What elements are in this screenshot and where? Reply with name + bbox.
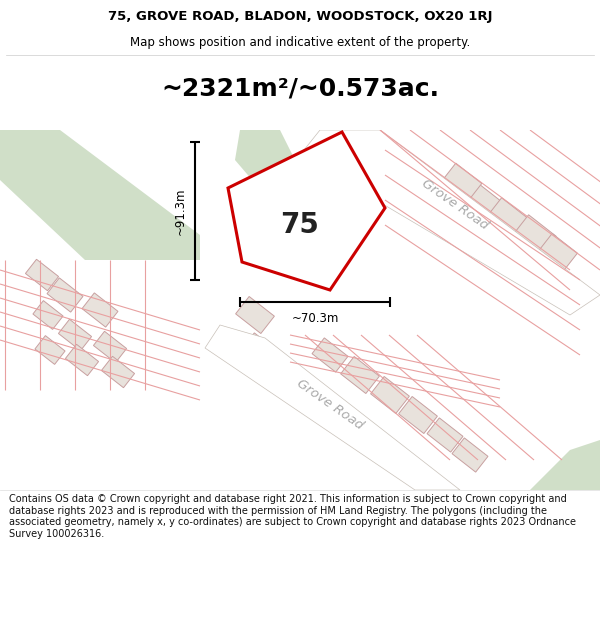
Text: Grove Road: Grove Road: [419, 177, 491, 232]
Bar: [452, 438, 488, 472]
Text: ~2321m²/~0.573ac.: ~2321m²/~0.573ac.: [161, 77, 439, 101]
Polygon shape: [300, 130, 600, 315]
Text: Map shows position and indicative extent of the property.: Map shows position and indicative extent…: [130, 36, 470, 49]
Bar: [459, 180, 501, 220]
Text: Grove Road: Grove Road: [295, 378, 365, 432]
Bar: [262, 358, 298, 392]
Bar: [47, 278, 83, 312]
Bar: [539, 234, 577, 271]
Polygon shape: [235, 130, 305, 195]
Text: 75: 75: [281, 211, 319, 239]
Bar: [341, 356, 379, 394]
Bar: [427, 418, 463, 452]
Bar: [33, 301, 63, 329]
Bar: [487, 198, 529, 238]
Text: 75, GROVE ROAD, BLADON, WOODSTOCK, OX20 1RJ: 75, GROVE ROAD, BLADON, WOODSTOCK, OX20 …: [108, 10, 492, 23]
Bar: [94, 331, 127, 362]
Bar: [35, 336, 65, 364]
Bar: [442, 163, 482, 201]
Bar: [58, 319, 92, 351]
Polygon shape: [530, 440, 600, 490]
Bar: [514, 215, 556, 255]
Bar: [242, 333, 278, 367]
Bar: [236, 296, 274, 334]
Polygon shape: [205, 325, 460, 490]
Text: ~70.3m: ~70.3m: [292, 312, 338, 325]
Bar: [101, 356, 134, 388]
Bar: [371, 376, 409, 414]
Text: ~91.3m: ~91.3m: [174, 188, 187, 235]
Bar: [65, 344, 98, 376]
Bar: [312, 338, 348, 372]
Bar: [469, 221, 508, 259]
Polygon shape: [228, 132, 385, 290]
Bar: [283, 382, 317, 414]
Bar: [398, 396, 437, 434]
Polygon shape: [0, 130, 200, 260]
Bar: [82, 293, 118, 327]
Bar: [25, 259, 59, 291]
Text: Contains OS data © Crown copyright and database right 2021. This information is : Contains OS data © Crown copyright and d…: [9, 494, 576, 539]
